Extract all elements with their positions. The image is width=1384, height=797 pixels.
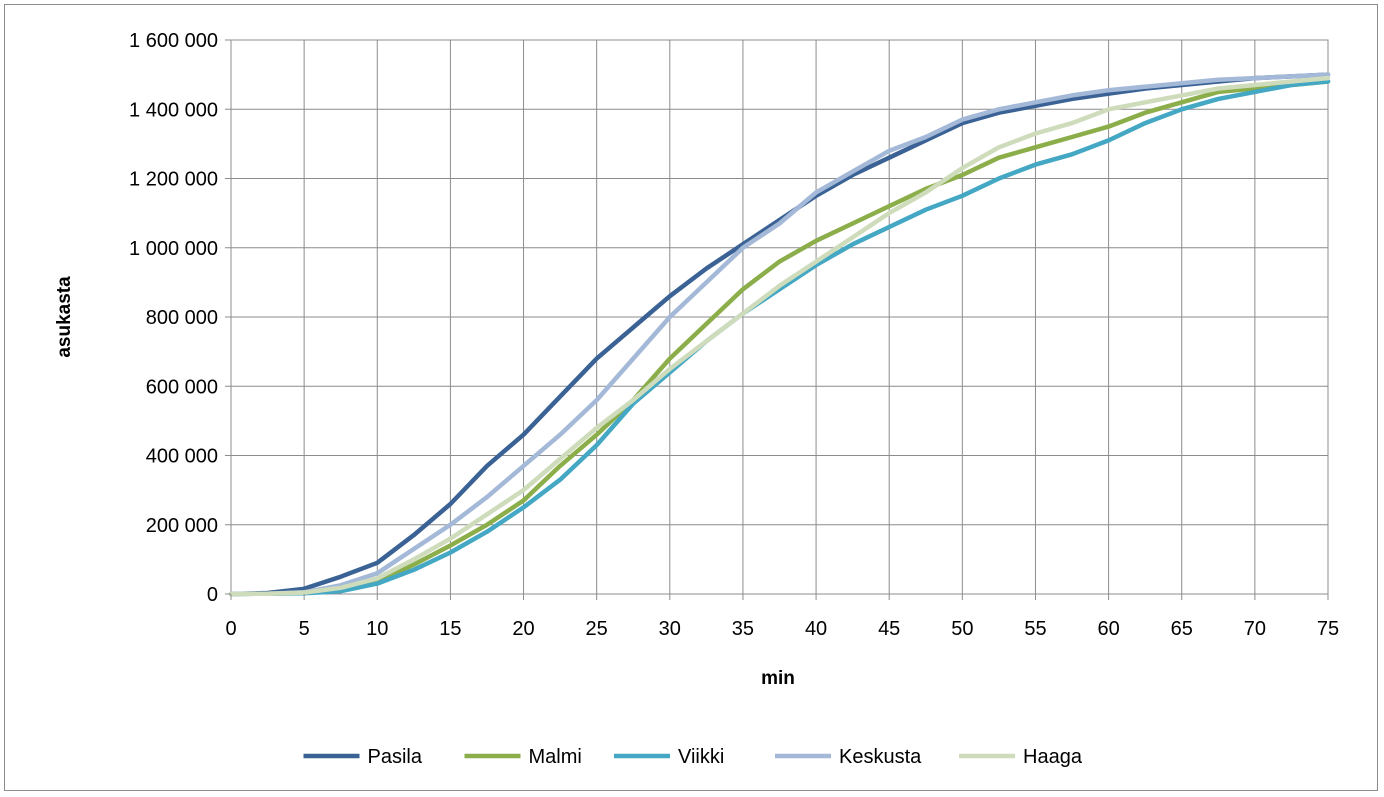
chart-frame <box>4 4 1378 791</box>
series-line-keskusta <box>228 72 1331 597</box>
y-tick-label: 1 400 000 <box>129 99 218 121</box>
y-tick-label: 1 000 000 <box>129 238 218 260</box>
y-tick-label: 400 000 <box>146 446 218 468</box>
legend-label-viikki: Viikki <box>678 746 724 768</box>
legend-label-haaga: Haaga <box>1023 746 1083 768</box>
y-axis-title: asukasta <box>54 276 75 358</box>
x-tick-label: 65 <box>1171 618 1193 640</box>
legend: Pasila Malmi Viikki Keskusta Haaga <box>303 746 1083 768</box>
y-tick-label: 800 000 <box>146 307 218 329</box>
y-tick-label: 0 <box>207 584 218 606</box>
y-tick-label: 1 600 000 <box>129 30 218 52</box>
series-lines <box>228 72 1331 597</box>
series-line-haaga <box>228 75 1331 597</box>
y-tick-label: 200 000 <box>146 515 218 537</box>
x-tick-label: 35 <box>732 618 754 640</box>
x-tick-label: 0 <box>225 618 236 640</box>
x-tick-label: 55 <box>1024 618 1046 640</box>
y-axis-ticks: 0 200 000 400 000 600 000 800 000 1 000 000 1 … <box>129 30 231 606</box>
x-axis-ticks: 0 5 10 15 20 25 30 35 40 45 50 55 60 65 70 75 <box>225 594 1339 640</box>
x-tick-label: 15 <box>439 618 461 640</box>
x-tick-label: 60 <box>1097 618 1119 640</box>
x-tick-label: 25 <box>586 618 608 640</box>
x-axis-title: min <box>761 668 795 689</box>
x-tick-label: 45 <box>878 618 900 640</box>
legend-label-pasila: Pasila <box>368 746 423 768</box>
x-tick-label: 20 <box>512 618 534 640</box>
series-line-pasila <box>228 72 1331 597</box>
series-line-viikki <box>228 79 1331 597</box>
y-tick-label: 600 000 <box>146 376 218 398</box>
legend-label-keskusta: Keskusta <box>839 746 922 768</box>
x-tick-label: 75 <box>1317 618 1339 640</box>
x-tick-label: 40 <box>805 618 827 640</box>
series-line-malmi <box>228 79 1331 597</box>
gridlines <box>230 39 1329 595</box>
x-tick-label: 50 <box>951 618 973 640</box>
legend-label-malmi: Malmi <box>529 746 582 768</box>
x-tick-label: 30 <box>659 618 681 640</box>
x-tick-label: 5 <box>299 618 310 640</box>
x-tick-label: 10 <box>366 618 388 640</box>
x-tick-label: 70 <box>1244 618 1266 640</box>
y-tick-label: 1 200 000 <box>129 169 218 191</box>
